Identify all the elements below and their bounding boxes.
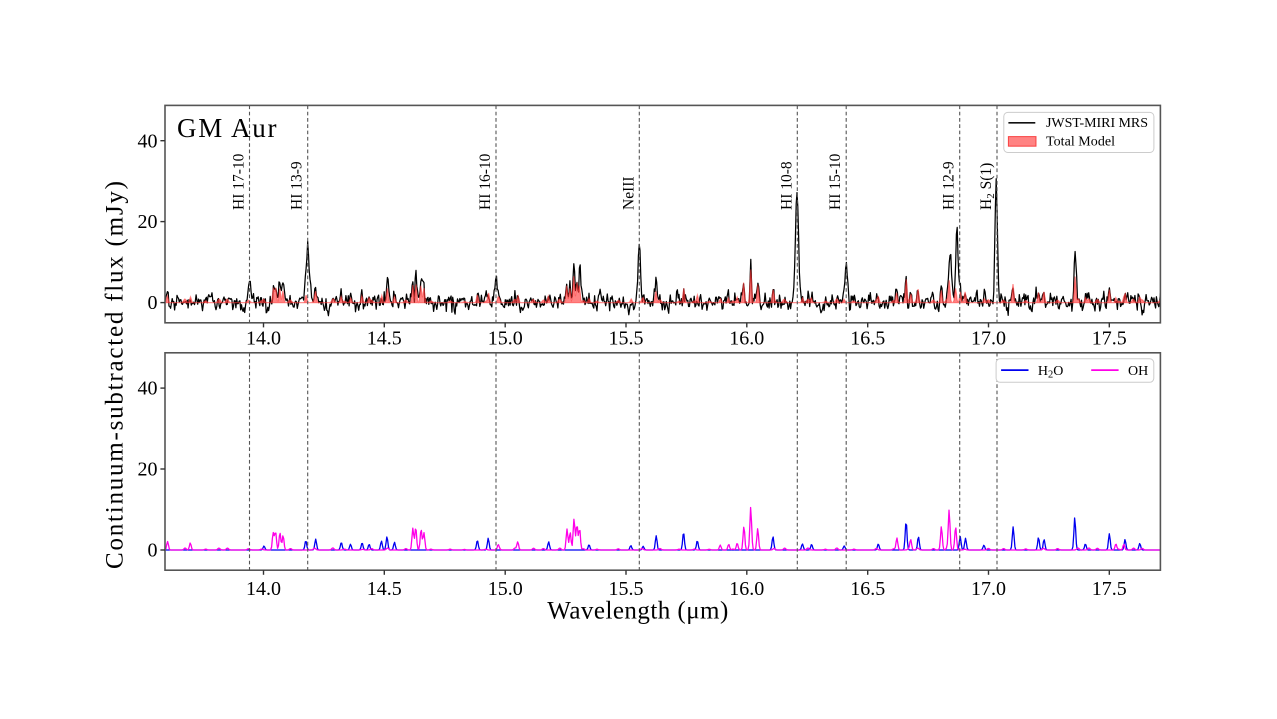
svg-text:H2 S(1): H2 S(1) xyxy=(978,163,997,210)
svg-text:17.5: 17.5 xyxy=(1092,327,1127,349)
svg-text:Continuum-subtracted flux (mJy: Continuum-subtracted flux (mJy) xyxy=(102,181,129,569)
svg-text:14.5: 14.5 xyxy=(367,578,402,600)
svg-text:16.0: 16.0 xyxy=(729,327,764,349)
svg-text:HI 10-8: HI 10-8 xyxy=(778,161,795,210)
svg-text:HI 12-9: HI 12-9 xyxy=(941,161,958,210)
svg-text:14.0: 14.0 xyxy=(246,578,281,600)
svg-text:15.5: 15.5 xyxy=(609,578,644,600)
svg-text:Wavelength (μm): Wavelength (μm) xyxy=(547,597,728,624)
svg-text:OH: OH xyxy=(1128,364,1148,379)
svg-text:0: 0 xyxy=(148,292,158,314)
svg-text:HI 17-10: HI 17-10 xyxy=(231,153,248,210)
svg-text:17.0: 17.0 xyxy=(971,327,1006,349)
svg-text:40: 40 xyxy=(138,130,158,152)
svg-text:JWST-MIRI MRS: JWST-MIRI MRS xyxy=(1046,116,1148,131)
svg-text:HI 15-10: HI 15-10 xyxy=(827,153,844,210)
svg-text:0: 0 xyxy=(148,540,158,562)
svg-text:Total Model: Total Model xyxy=(1046,134,1115,149)
svg-text:16.0: 16.0 xyxy=(729,578,764,600)
svg-text:15.5: 15.5 xyxy=(609,327,644,349)
svg-text:40: 40 xyxy=(138,378,158,400)
svg-text:20: 20 xyxy=(138,459,158,481)
svg-text:16.5: 16.5 xyxy=(850,327,885,349)
svg-text:15.0: 15.0 xyxy=(488,327,523,349)
svg-text:NeIII: NeIII xyxy=(620,176,637,210)
svg-text:HI 16-10: HI 16-10 xyxy=(477,153,494,210)
svg-text:HI 13-9: HI 13-9 xyxy=(289,161,306,210)
svg-text:17.5: 17.5 xyxy=(1092,578,1127,600)
svg-text:17.0: 17.0 xyxy=(971,578,1006,600)
svg-text:H2O: H2O xyxy=(1038,364,1064,381)
svg-text:15.0: 15.0 xyxy=(488,578,523,600)
svg-text:20: 20 xyxy=(138,211,158,233)
svg-text:16.5: 16.5 xyxy=(850,578,885,600)
svg-text:14.5: 14.5 xyxy=(367,327,402,349)
svg-text:GM Aur: GM Aur xyxy=(177,113,277,143)
svg-text:14.0: 14.0 xyxy=(246,327,281,349)
